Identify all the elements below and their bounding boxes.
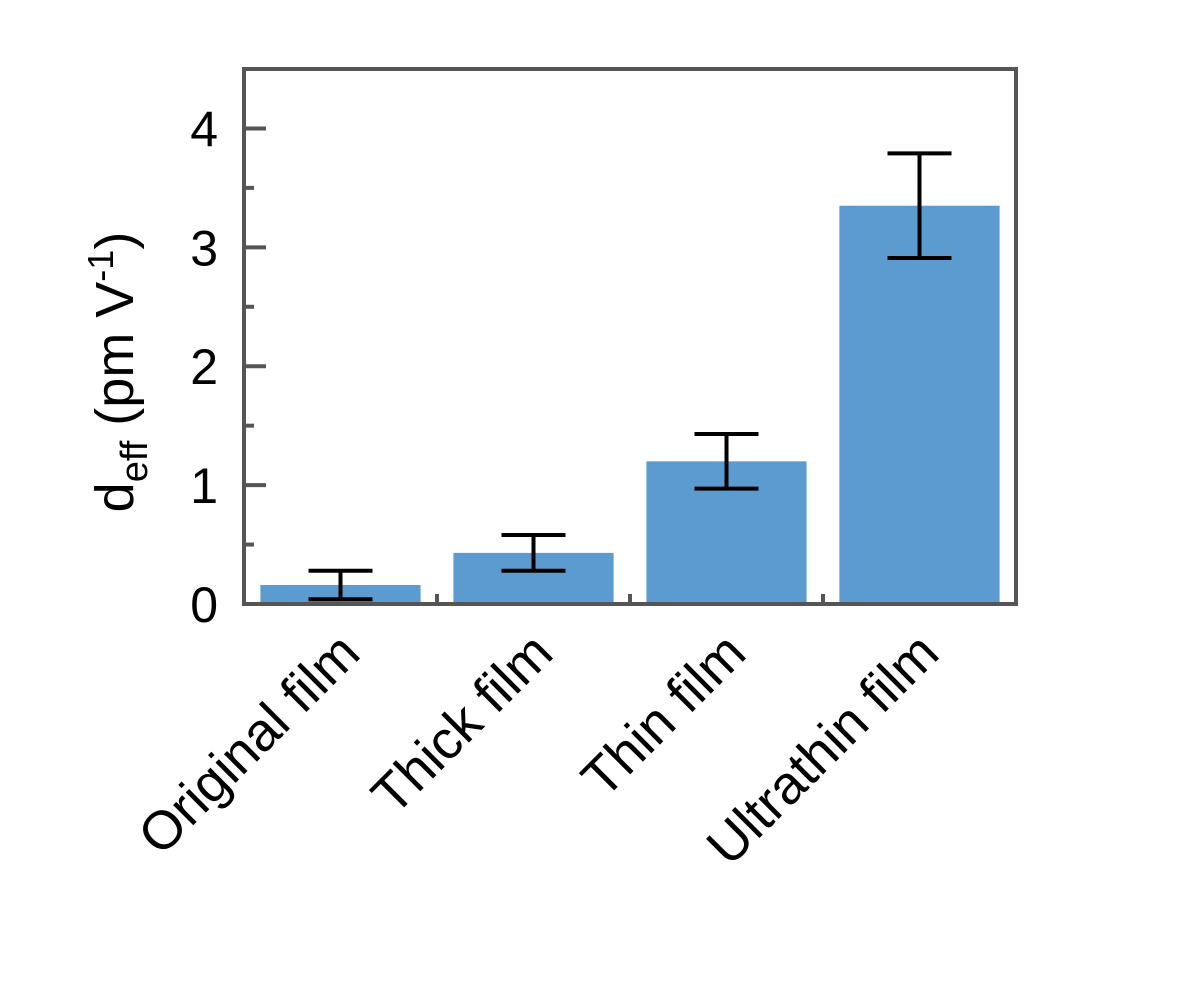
y-tick-label: 0 [190, 577, 218, 633]
y-label-part: eff [114, 440, 156, 482]
y-tick-label: 3 [190, 220, 218, 276]
y-axis-label: deff (pm V-1) [80, 232, 156, 513]
error-bar [694, 431, 759, 491]
x-tick-label: Thin film [570, 622, 757, 809]
error-bar [308, 568, 373, 602]
y-label-part: d [85, 482, 145, 512]
x-tick-label: Thick film [360, 622, 564, 826]
error-bar [887, 151, 952, 261]
y-label-part: (pm V [85, 282, 145, 441]
x-tick-label: Original film [127, 622, 371, 866]
y-tick-label: 4 [190, 101, 218, 157]
y-tick-label: 2 [190, 339, 218, 395]
y-label-part: -1 [80, 250, 121, 282]
y-tick-label: 1 [190, 458, 218, 514]
y-label-part: ) [85, 232, 145, 250]
error-bar [501, 533, 566, 573]
bar [839, 205, 1000, 604]
plot-frame [242, 67, 1018, 606]
